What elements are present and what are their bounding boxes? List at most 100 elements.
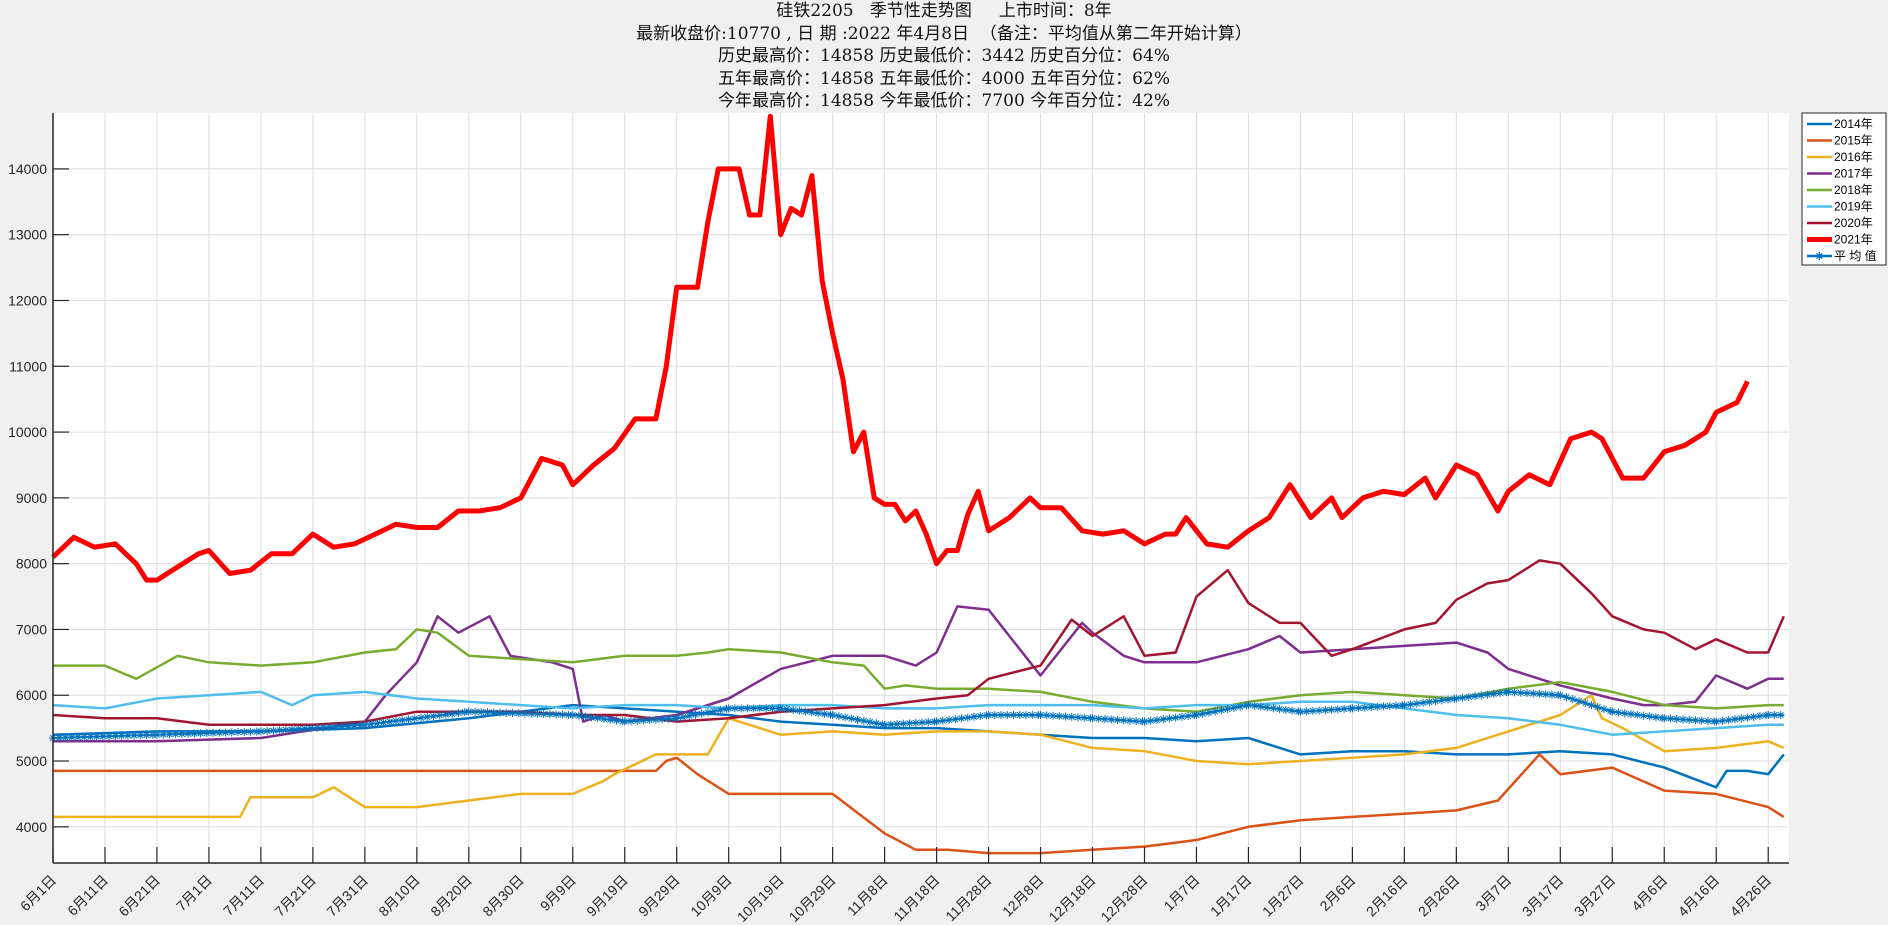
x-tick-label: 12月18日 [1045,872,1098,925]
asterisk-marker [1192,710,1201,719]
asterisk-marker [1425,697,1434,706]
asterisk-marker [398,716,407,725]
asterisk-marker [1184,712,1193,721]
asterisk-marker [899,719,908,728]
asterisk-marker [710,707,719,716]
asterisk-marker [1510,688,1519,697]
asterisk-marker [1067,712,1076,721]
asterisk-marker [945,715,954,724]
series-line-2017年 [53,605,1784,743]
asterisk-marker [768,704,777,713]
asterisk-marker [795,706,804,715]
asterisk-marker [1697,716,1706,725]
asterisk-marker [1645,712,1654,721]
asterisk-marker [1119,716,1128,725]
asterisk-marker [1269,704,1278,713]
asterisk-marker [1263,703,1272,712]
series-line-2021年 [51,113,1750,583]
asterisk-marker [1385,702,1394,711]
asterisk-marker [1223,705,1232,714]
asterisk-marker [1444,695,1453,704]
asterisk-marker [789,705,798,714]
asterisk-marker [737,704,746,713]
asterisk-marker [1599,705,1608,714]
asterisk-marker [1348,704,1357,713]
asterisk-marker [55,733,64,742]
asterisk-marker [1256,702,1265,711]
asterisk-marker [859,716,868,725]
asterisk-marker [1021,710,1030,719]
asterisk-marker [552,710,561,719]
asterisk-marker [152,730,161,739]
x-tick-label: 4月6日 [1628,872,1670,914]
asterisk-marker [814,709,823,718]
x-tick-label: 7月11日 [220,872,267,919]
asterisk-marker [190,729,199,738]
asterisk-marker [924,718,933,727]
asterisk-marker [1204,708,1213,717]
asterisk-marker [539,710,548,719]
title-line-2: 最新收盘价:10770 , 日 期 :2022 年4月8日 （备注：平均值从第二… [636,23,1252,44]
title-line-3: 历史最高价：14858 历史最低价：3442 历史百分位：64% [718,46,1170,66]
x-tick-label: 3月17日 [1519,872,1567,920]
legend-label: 2016年 [1834,150,1873,164]
x-tick-label: 9月19日 [583,872,631,920]
y-tick-label: 13000 [8,227,47,243]
y-tick-label: 12000 [8,293,47,309]
asterisk-marker [1412,699,1421,708]
asterisk-marker [730,704,739,713]
asterisk-marker [209,728,218,737]
asterisk-marker [1614,708,1623,717]
asterisk-marker [1015,710,1024,719]
grid-lines [52,113,1789,863]
asterisk-marker [373,719,382,728]
x-tick-label: 1月7日 [1160,872,1202,914]
asterisk-marker [716,705,725,714]
asterisk-marker [196,729,205,738]
asterisk-marker [1288,706,1297,715]
asterisk-marker [1360,703,1369,712]
chart-title-block: 硅铁2205 季节性走势图 上市时间：8年 最新收盘价:10770 , 日 期 … [0,0,1888,113]
asterisk-marker [1315,706,1324,715]
legend-label: 2020年 [1834,216,1873,230]
asterisk-marker [1523,689,1532,698]
y-tick-label: 10000 [8,424,47,440]
asterisk-marker [620,717,629,726]
asterisk-marker [337,722,346,731]
asterisk-marker [678,713,687,722]
asterisk-marker [1581,699,1590,708]
asterisk-marker [1036,710,1045,719]
asterisk-marker [313,723,322,732]
x-tick-label: 4月16日 [1675,872,1723,920]
asterisk-marker [1633,710,1642,719]
asterisk-marker [749,704,758,713]
asterisk-marker [724,704,733,713]
asterisk-marker [932,717,941,726]
asterisk-marker [263,727,272,736]
asterisk-marker [1281,705,1290,714]
asterisk-marker [392,716,401,725]
asterisk-marker [1061,712,1070,721]
asterisk-marker [1529,689,1538,698]
asterisk-marker [165,730,174,739]
asterisk-marker [448,709,457,718]
asterisk-marker [1275,705,1284,714]
asterisk-marker [762,704,771,713]
asterisk-marker [1308,706,1317,715]
asterisk-marker [61,733,70,742]
asterisk-marker [514,709,523,718]
asterisk-marker [344,721,353,730]
asterisk-marker [1171,713,1180,722]
asterisk-marker [319,723,328,732]
asterisk-marker [1587,701,1596,710]
x-tick-label: 10月19日 [734,872,787,925]
x-tick-label: 3月27日 [1571,872,1619,920]
asterisk-marker [807,708,816,717]
asterisk-marker [1496,689,1505,697]
asterisk-marker [1724,715,1733,724]
legend-label: 2015年 [1834,134,1873,148]
legend-label: 2017年 [1834,167,1873,181]
asterisk-marker [626,717,635,726]
x-tick-label: 7月1日 [173,872,215,914]
asterisk-marker [1049,711,1058,720]
